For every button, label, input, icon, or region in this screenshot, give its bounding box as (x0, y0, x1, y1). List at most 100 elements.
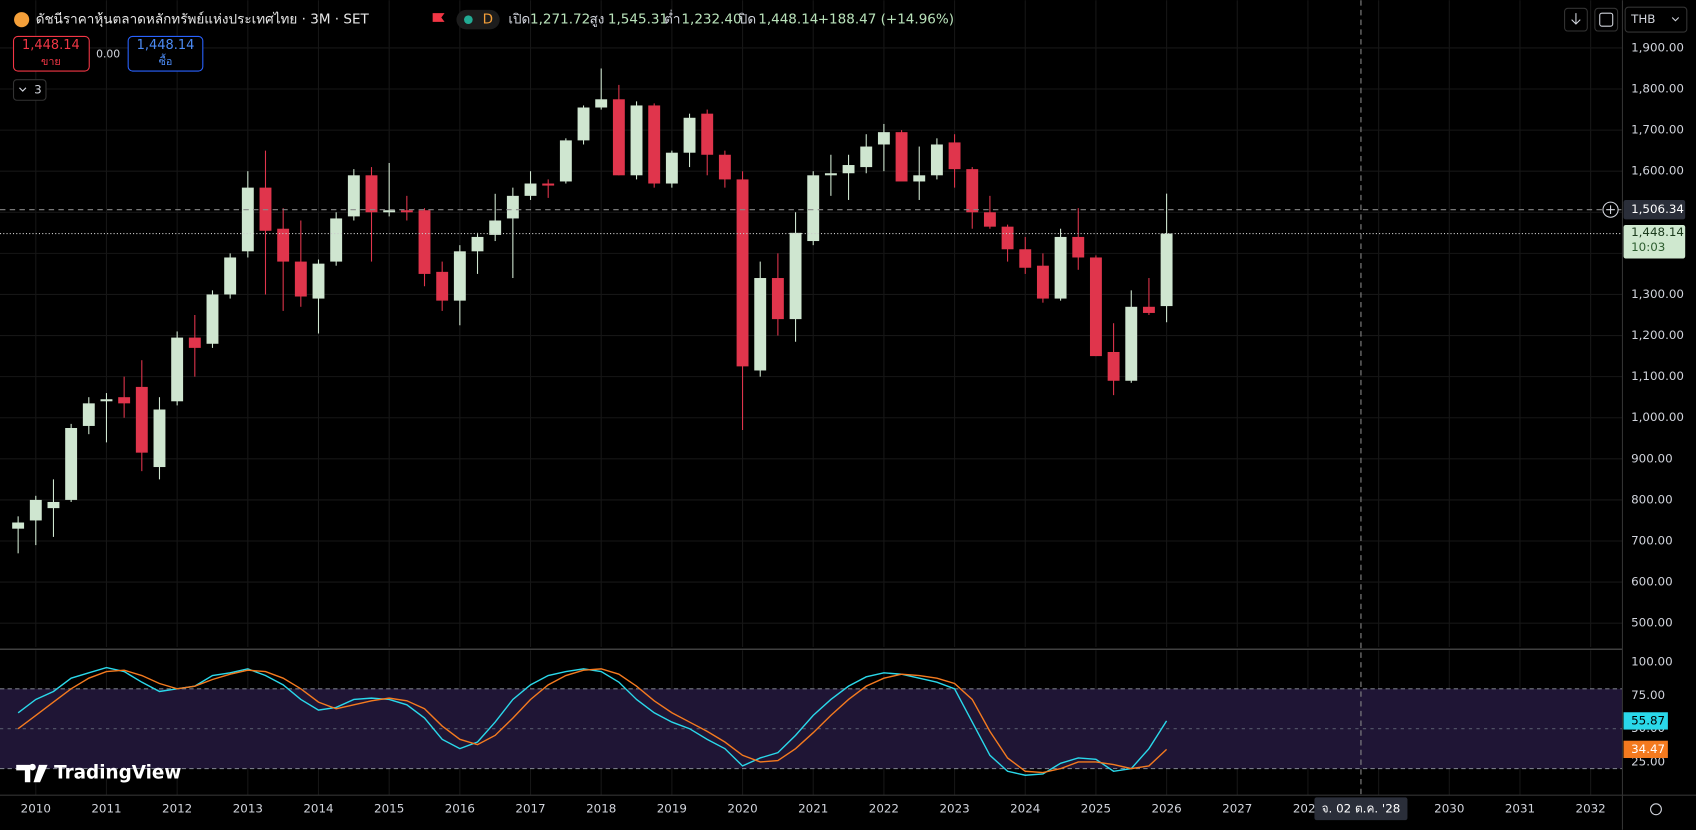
candle-body (135, 386, 148, 453)
candle-body (12, 522, 25, 529)
candle-body (312, 263, 325, 299)
x-tick-label: 2019 (657, 802, 687, 816)
indicators-toggle[interactable] (12, 79, 47, 101)
buy-button[interactable] (127, 35, 204, 72)
refresh-icon (1599, 12, 1614, 27)
spread: 0.00 (96, 47, 120, 60)
x-tick-label: 2032 (1576, 802, 1606, 816)
x-tick-label: 2010 (21, 802, 51, 816)
x-tick-label: 2030 (1434, 802, 1464, 816)
candle-body (347, 175, 360, 217)
x-tick-label: 2023 (939, 802, 969, 816)
settings-icon[interactable] (1650, 803, 1662, 816)
open-label: เปิด (508, 12, 530, 28)
flag-icon[interactable] (432, 13, 445, 22)
candle-body (842, 165, 855, 174)
candle-body (701, 113, 714, 155)
stoch-value-label: 34.47 (1631, 742, 1665, 756)
candle-body (1036, 265, 1049, 299)
y-tick-label: 600.00 (1631, 575, 1673, 589)
candle-body (824, 173, 837, 176)
change-value: +188.47 (+14.96%) (818, 12, 954, 28)
candle-body (665, 152, 678, 184)
currency-select[interactable] (1624, 6, 1688, 33)
sell-button[interactable] (12, 35, 90, 72)
candle-body (860, 146, 873, 168)
candle-body (188, 337, 201, 348)
candle-body (65, 428, 78, 500)
candle-body (224, 257, 237, 295)
crosshair-add-plus (1606, 205, 1615, 215)
candle-body (489, 220, 502, 235)
candle-body (595, 99, 608, 108)
x-tick-label: 2020 (727, 802, 757, 816)
candle-body (1142, 306, 1155, 313)
candle-body (29, 499, 42, 521)
x-tick-label: 2015 (374, 802, 404, 816)
candle-body (877, 132, 890, 145)
candle-body (1019, 249, 1032, 268)
candle-body (1160, 233, 1173, 307)
candle-body (1107, 351, 1120, 381)
y-tick-label: 800.00 (1631, 492, 1673, 506)
candle-body (930, 144, 943, 176)
candle-body (365, 175, 378, 213)
chevron-icon (19, 87, 27, 92)
candle-body (789, 232, 802, 320)
candle-body (506, 195, 519, 219)
session-label: D (483, 12, 493, 28)
candle-body (206, 294, 219, 344)
candle-body (630, 105, 643, 176)
crosshair-date-box (1314, 797, 1408, 821)
x-tick-label: 2031 (1505, 802, 1535, 816)
stoch-value-box (1623, 740, 1668, 759)
candle-body (983, 212, 996, 227)
candle-body (948, 142, 961, 170)
y2-tick-label: 100.00 (1631, 655, 1673, 669)
close-label: ปิด (738, 12, 756, 28)
candle-body (241, 187, 254, 252)
candle-body (383, 210, 396, 213)
download-icon (1571, 13, 1581, 25)
refresh-button[interactable] (1594, 7, 1619, 32)
candle-body (524, 183, 537, 196)
candle-body (577, 107, 590, 141)
y-tick-label: 1,000.00 (1631, 410, 1684, 424)
buy-price: 1,448.14 (137, 38, 195, 53)
session-pill[interactable] (456, 9, 500, 30)
candle-body (559, 140, 572, 182)
low-label: ต่ำ (664, 10, 680, 28)
candle-body (1072, 236, 1085, 258)
high-value: 1,545.31 (608, 12, 668, 28)
open-value: 1,271.72 (530, 12, 590, 28)
y-tick-label: 1,300.00 (1631, 287, 1684, 301)
candle-body (683, 117, 696, 153)
crosshair-price-label: 1,506.34 (1631, 202, 1684, 216)
candle-body (807, 175, 820, 242)
x-tick-label: 2026 (1151, 802, 1181, 816)
close-value: 1,448.14 (758, 12, 818, 28)
x-tick-label: 2017 (515, 802, 545, 816)
x-tick-label: 2016 (445, 802, 475, 816)
symbol-title[interactable]: ดัชนีราคาหุ้นตลาดหลักทรัพย์แห่งประเทศไทย… (36, 11, 370, 28)
x-tick-label: 2027 (1222, 802, 1252, 816)
x-tick-label: 2024 (1010, 802, 1040, 816)
candle-body (966, 169, 979, 213)
candle-body (400, 210, 413, 213)
y-tick-label: 1,100.00 (1631, 369, 1684, 383)
stoch-value-label: 55.87 (1631, 713, 1665, 727)
candle-body (913, 175, 926, 182)
y-tick-label: 1,800.00 (1631, 82, 1684, 96)
countdown: 10:03 (1631, 240, 1665, 254)
high-label: สูง (589, 12, 604, 28)
symbol-icon[interactable] (14, 12, 30, 28)
y-tick-label: 500.00 (1631, 616, 1673, 630)
candle-body (736, 179, 749, 367)
candle-body (47, 501, 60, 509)
x-tick-label: 2013 (233, 802, 263, 816)
candle-body (330, 218, 343, 262)
candle-body (277, 228, 290, 262)
candle-body (718, 154, 731, 180)
candle-body (1054, 236, 1067, 299)
